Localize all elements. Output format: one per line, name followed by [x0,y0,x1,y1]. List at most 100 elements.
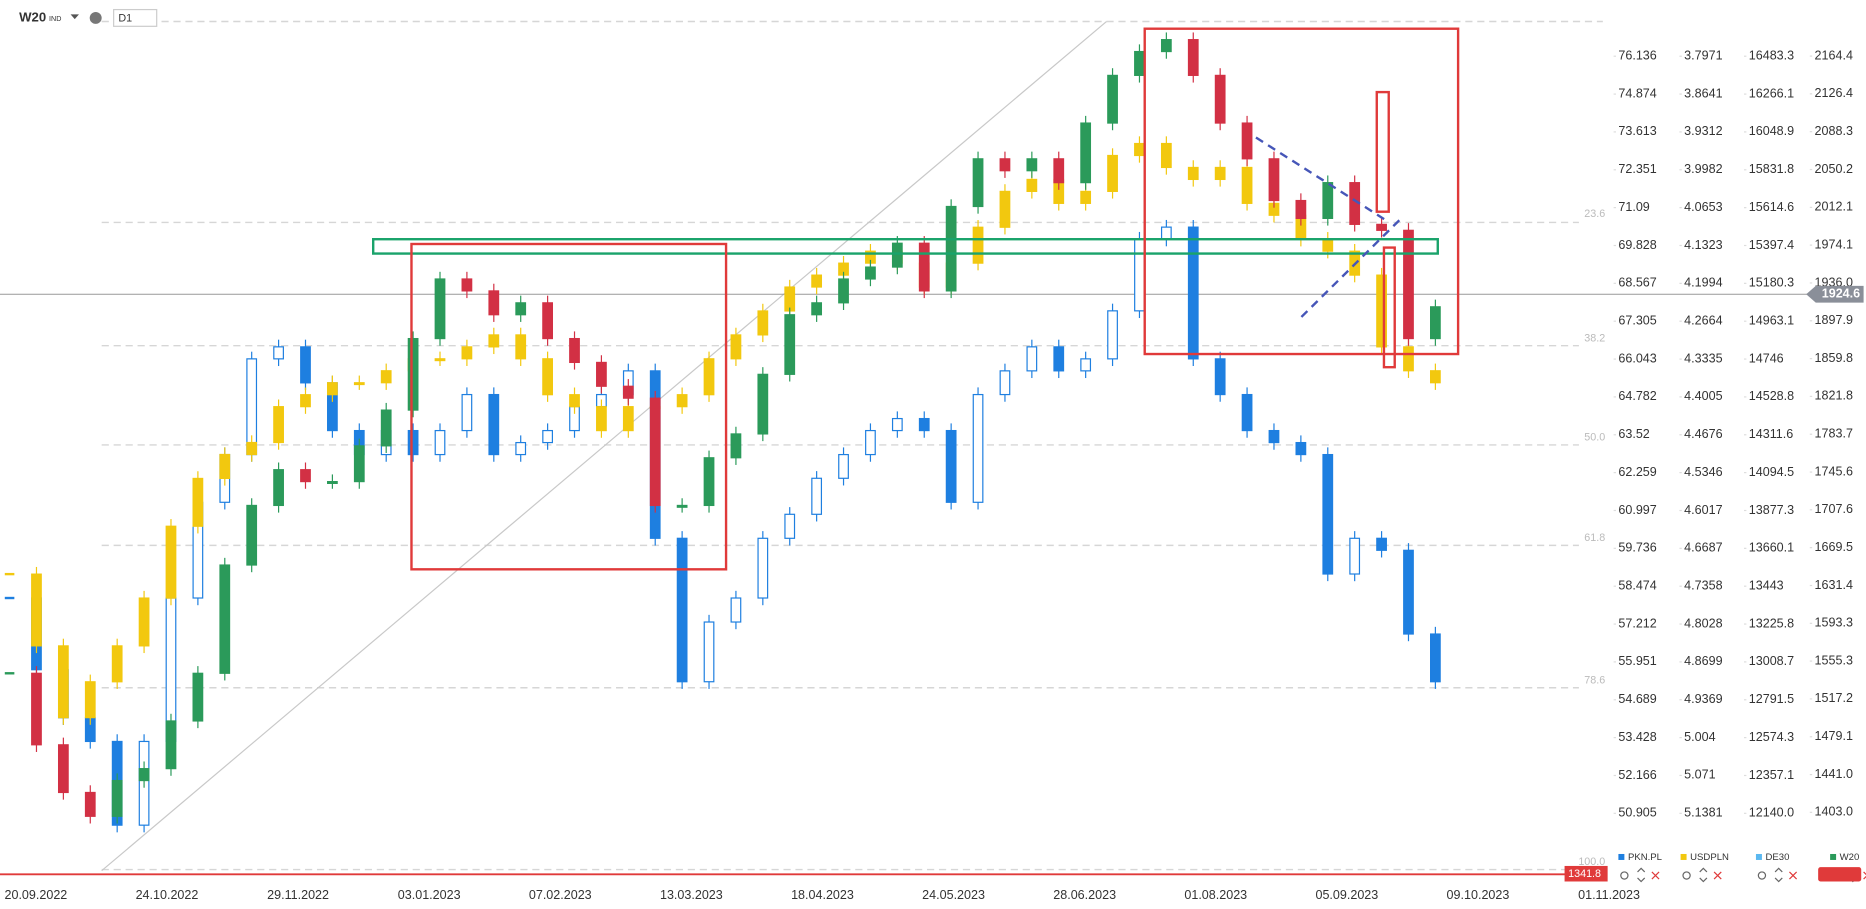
y-tick-label: 67.305 [1618,314,1656,328]
candle [1322,182,1334,220]
symbol: W20 [19,9,46,24]
candle [327,481,338,484]
y-tick-label: 3.8641 [1684,86,1722,100]
candle [407,337,419,411]
remove-icon[interactable] [1789,871,1798,880]
candle [1026,178,1038,192]
remove-icon[interactable] [1713,871,1722,880]
candle [1403,346,1414,372]
candle [380,409,392,447]
candle [1295,199,1307,220]
eye-icon[interactable] [1757,871,1767,880]
y-tick-label: 76.136 [1618,49,1656,63]
y-tick-label: 3.7971 [1684,49,1722,63]
w20-controls[interactable] [1818,867,1862,882]
y-tick-label: 3.9312 [1684,124,1722,138]
y-tick-label: 72.351 [1618,162,1656,176]
candle [246,504,258,566]
candle [945,429,957,503]
y-tick-label: 1936.0 [1815,275,1853,289]
candles [4,32,1441,833]
y-tick-label: 4.4676 [1684,427,1722,441]
candle [380,370,392,384]
candle [273,469,284,507]
candle [57,744,69,794]
candle [327,382,338,396]
fib-label: 61.8 [1584,532,1605,544]
candle [838,278,849,304]
candle [999,158,1011,172]
y-tick-label: 2164.4 [1815,48,1853,62]
candle [31,672,42,746]
timeframe-box[interactable] [113,8,158,27]
fib-label: 50.0 [1584,432,1605,444]
move-icon[interactable] [1774,867,1783,883]
y-tick-label: 4.1994 [1684,276,1722,290]
x-tick-label: 13.03.2023 [660,888,723,902]
candle [730,597,742,623]
x-tick-label: 03.01.2023 [398,888,461,902]
legend-label: DE30 [1766,852,1790,863]
candle [757,537,769,599]
box [1382,246,1396,369]
y-tick-label: 1897.9 [1815,313,1853,327]
box [1375,90,1390,213]
dropdown-icon[interactable] [70,14,79,20]
candle [676,537,688,683]
y-tick-label: 4.5346 [1684,465,1722,479]
annotations [0,27,1603,876]
y-tick-label: 59.736 [1618,541,1656,555]
candle [1376,223,1387,231]
candle [111,645,123,683]
y-tick-label: 15831.8 [1749,162,1794,176]
remove-icon[interactable] [1863,871,1866,880]
y-tick-label: 15397.4 [1749,238,1794,252]
eye-icon[interactable] [1620,871,1629,880]
move-icon[interactable] [1637,867,1646,883]
y-tick-label: 5.004 [1684,730,1715,744]
candle [569,394,580,408]
x-tick-label: 28.06.2023 [1053,888,1116,902]
axes: 23.6 38.2 50.0 61.8 78.6 100.0 20.09.2022 24.10… [4,48,1866,902]
legend-label: USDPLN [1690,852,1729,863]
candle [273,346,284,360]
candle [1241,166,1253,204]
candle [1080,122,1092,184]
legend-label: PKN.PL [1628,852,1662,863]
candle [1107,310,1118,360]
candle [891,417,903,432]
candle [542,358,553,396]
box [410,242,728,571]
candle [407,429,419,456]
y-tick-label: 16048.9 [1749,124,1794,138]
y-tick-label: 1859.8 [1815,351,1853,365]
candle [542,302,553,340]
y-tick-label: 54.689 [1618,692,1656,706]
candle [865,429,876,456]
y-tick-label: 50.905 [1618,806,1656,820]
y-tick-label: 16483.3 [1749,49,1794,63]
candle [1322,453,1334,575]
candle [488,393,500,456]
candle [1080,358,1092,372]
candle [730,433,742,459]
y-tick-label: 4.7358 [1684,579,1722,593]
candle [300,469,311,483]
y-tick-label: 1669.5 [1815,540,1853,554]
candle [1241,393,1253,432]
candle [918,242,930,292]
eye-icon[interactable] [1682,871,1691,880]
info-icon[interactable] [89,11,102,24]
remove-icon[interactable] [1651,871,1660,880]
move-icon[interactable] [1699,867,1708,883]
candle [945,205,957,292]
candle [865,266,876,280]
y-tick-label: 1517.2 [1815,691,1853,705]
y-tick-label: 4.6017 [1684,503,1722,517]
y-tick-label: 1441.0 [1815,767,1853,781]
x-tick-label: 24.05.2023 [922,888,985,902]
floor-tag: 1341.8 [1568,868,1601,880]
y-tick-label: 14963.1 [1749,314,1794,328]
candle [596,406,607,432]
